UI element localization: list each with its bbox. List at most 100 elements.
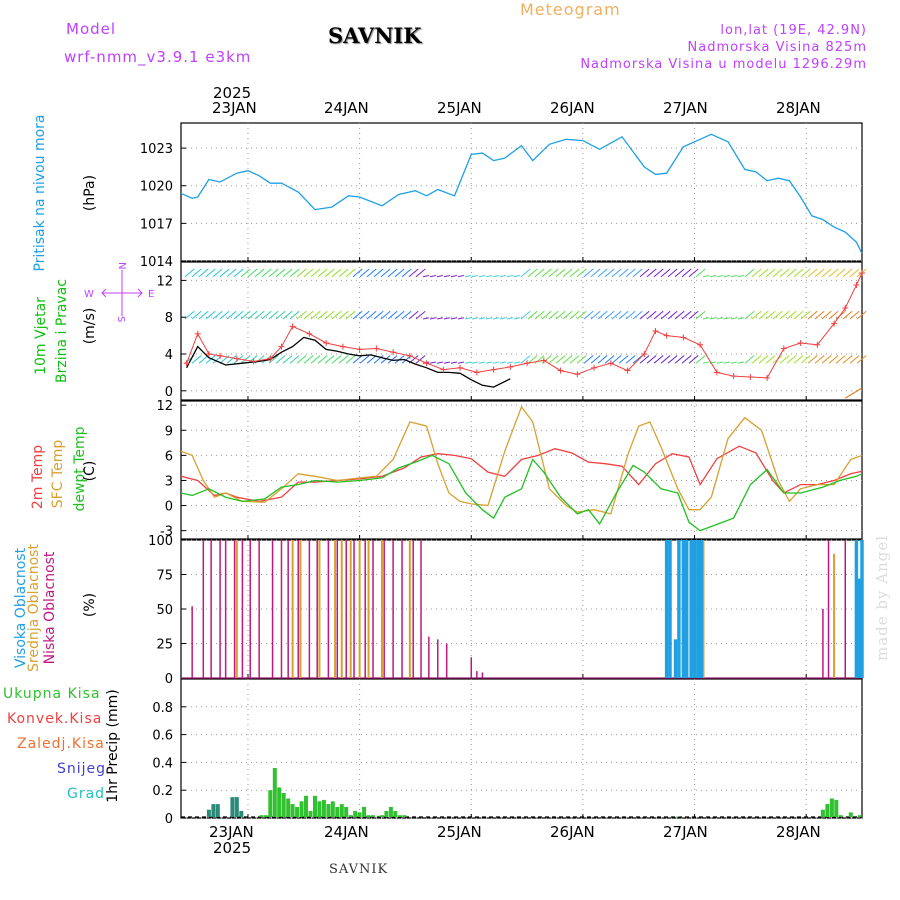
- wind-barb: [268, 310, 279, 320]
- wind-barb: [471, 317, 479, 320]
- wind-barb: [667, 268, 678, 278]
- temperature-ytick-label: -3: [160, 525, 173, 540]
- wind-barb: [331, 310, 342, 320]
- wind-barb: [716, 317, 724, 320]
- pressure-ytick-label: 1023: [140, 142, 173, 157]
- precip-bar: [330, 801, 335, 817]
- wind-barb: [254, 268, 265, 278]
- wind-barb: [275, 310, 286, 320]
- precip-bar: [848, 812, 853, 817]
- wind-barb: [394, 268, 405, 278]
- wind-barb: [282, 355, 293, 364]
- compass-e: E: [148, 289, 154, 300]
- wind-barb: [793, 310, 804, 320]
- wind-barb: [226, 268, 237, 278]
- wind-barb: [611, 268, 622, 278]
- wind-barb: [849, 268, 860, 278]
- wind-barb: [772, 310, 783, 320]
- wind-barb: [646, 355, 657, 364]
- wind-barb: [737, 317, 745, 320]
- wind-barb: [506, 317, 514, 320]
- wind-barb: [303, 355, 314, 364]
- wind-barb: [765, 355, 776, 364]
- wind-barb: [289, 268, 300, 278]
- coords-label: lon,lat (19E, 42.9N): [720, 23, 867, 38]
- compass-n: N: [116, 262, 127, 269]
- precip-bar: [384, 811, 389, 817]
- wind-barb: [324, 310, 335, 320]
- footer-station: SAVNIK: [329, 862, 389, 877]
- wind-barb: [226, 310, 237, 320]
- wind-barb: [219, 310, 230, 320]
- wind-barb: [310, 268, 321, 278]
- wind-barb: [205, 310, 216, 320]
- wind-barb: [457, 275, 465, 278]
- wind-barb: [625, 355, 636, 364]
- wind-barb: [436, 275, 444, 278]
- precip-ytick-label: 0.4: [152, 756, 173, 771]
- wind-barb: [429, 361, 436, 364]
- wind-barb: [205, 355, 216, 364]
- wind-barb: [821, 310, 832, 320]
- wind-barb: [723, 275, 731, 278]
- day-top-3: 26JAN: [550, 99, 595, 117]
- wind-barb: [849, 310, 860, 320]
- precip-bar: [326, 804, 331, 817]
- precip-bar: [286, 798, 291, 817]
- wind-barb: [709, 317, 717, 320]
- wind-barb: [282, 268, 293, 278]
- wind-barb: [576, 355, 587, 364]
- wind-barb: [499, 275, 507, 278]
- wind-barb: [338, 355, 349, 364]
- wind-barb: [737, 275, 745, 278]
- cloud-ytick-label: 75: [156, 569, 173, 584]
- wind-barb: [485, 317, 493, 320]
- wind-barb: [660, 355, 671, 364]
- day-bottom-5: 28JAN: [776, 823, 821, 841]
- wind-barb: [702, 361, 709, 364]
- temperature-ytick-label: 12: [156, 399, 173, 414]
- wind-barb: [212, 268, 223, 278]
- wind-barb: [198, 268, 209, 278]
- wind-barb: [730, 275, 738, 278]
- precip-bar: [362, 806, 367, 817]
- wind-frame: [180, 261, 863, 401]
- wind-barb: [191, 355, 202, 364]
- wind-speed-line: [186, 336, 511, 388]
- wind-barb: [569, 268, 580, 278]
- wind-barb: [625, 310, 636, 320]
- wind-barb: [352, 268, 363, 278]
- wind-barb: [366, 310, 377, 320]
- credit-label: made by Angel: [873, 534, 891, 661]
- wind-barb: [548, 355, 559, 364]
- wind-barb: [548, 310, 559, 320]
- wind-barb: [464, 317, 472, 320]
- wind-ytick-label: 0: [165, 385, 173, 400]
- wind-barb: [408, 310, 419, 320]
- wind-barb: [345, 310, 356, 320]
- wind-barb: [716, 361, 723, 364]
- wind-barb: [751, 310, 762, 320]
- wind-barb: [520, 355, 531, 364]
- wind-barb: [436, 317, 444, 320]
- wind-barb: [233, 268, 244, 278]
- day-top-2: 25JAN: [437, 99, 482, 117]
- wind-barb: [807, 355, 818, 364]
- wind-barb: [296, 310, 307, 320]
- precip-bar: [820, 809, 825, 817]
- wind-barb: [779, 268, 790, 278]
- precip-bar: [366, 815, 371, 817]
- wind-barb: [261, 268, 272, 278]
- wind-barb: [576, 310, 587, 320]
- wind-barb: [597, 355, 608, 364]
- wind-barb: [422, 317, 430, 320]
- wind-barb: [485, 361, 492, 364]
- wind-barb: [723, 361, 730, 364]
- wind-barb: [681, 355, 692, 364]
- wind-barb: [359, 310, 370, 320]
- wind-barb: [478, 317, 486, 320]
- wind-barb: [828, 268, 839, 278]
- wind-barb: [597, 310, 608, 320]
- model-name: wrf-nmm_v3.9.1 e3km: [64, 48, 252, 66]
- wind-barb: [380, 355, 391, 364]
